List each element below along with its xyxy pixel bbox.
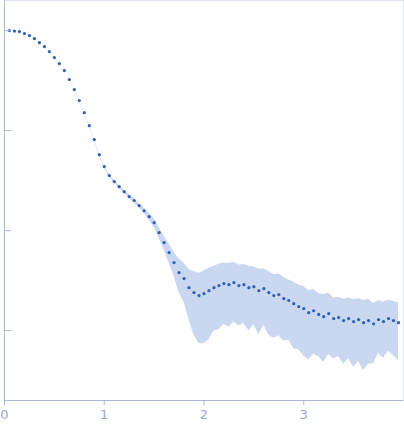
svg-text:1: 1 [100, 407, 108, 422]
svg-text:3: 3 [300, 407, 308, 422]
svg-text:2: 2 [200, 407, 208, 422]
svg-text:0: 0 [0, 407, 8, 422]
